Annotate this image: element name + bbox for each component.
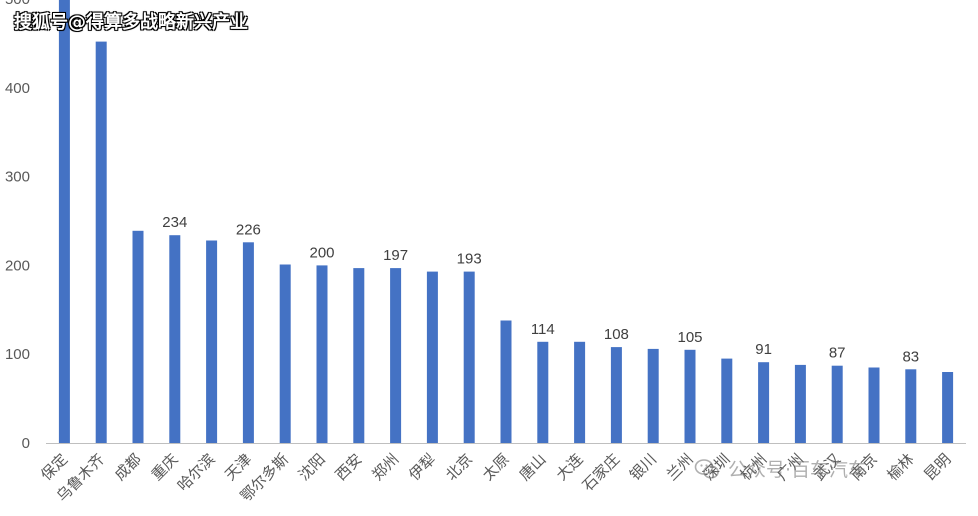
bar <box>426 271 438 443</box>
bar <box>132 230 144 443</box>
y-tick-label: 400 <box>5 80 30 97</box>
bar <box>95 41 107 443</box>
data-label: 105 <box>677 329 702 346</box>
x-tick-label: 武汉 <box>810 450 844 484</box>
x-tick-label: 榆林 <box>884 450 918 484</box>
bars <box>58 0 954 443</box>
x-tick-label: 唐山 <box>516 450 550 484</box>
bar <box>868 367 880 443</box>
x-tick-label: 石家庄 <box>579 450 624 495</box>
y-tick-label: 500 <box>5 0 30 8</box>
x-tick-label: 昆明 <box>920 450 954 484</box>
x-tick-label: 西安 <box>332 450 366 484</box>
bar <box>463 271 475 443</box>
watermark-top: 搜狐号@得算多战略新兴产业 <box>14 12 248 33</box>
y-tick-label: 200 <box>5 257 30 274</box>
bar <box>316 265 328 443</box>
x-tick-label: 成都 <box>111 450 145 484</box>
bar <box>794 364 806 443</box>
x-tick-label: 杭州 <box>736 450 770 484</box>
bar <box>279 264 291 443</box>
y-axis-ticks: 0 100 200 300 400 500 <box>5 0 30 452</box>
bar <box>169 235 181 443</box>
data-label: 83 <box>902 348 919 365</box>
x-tick-label: 伊犁 <box>405 450 439 484</box>
bar <box>831 365 843 443</box>
bar <box>942 372 954 443</box>
data-label: 200 <box>309 244 334 261</box>
data-label: 87 <box>829 345 846 362</box>
x-tick-label: 南京 <box>847 450 881 484</box>
x-tick-label: 北京 <box>442 450 476 484</box>
bar <box>206 240 218 443</box>
data-label: 108 <box>604 326 629 343</box>
x-tick-label: 银川 <box>626 450 660 484</box>
data-label: 234 <box>162 214 187 231</box>
x-tick-label: 太原 <box>479 450 513 484</box>
bar <box>905 369 917 443</box>
x-tick-label: 广州 <box>773 450 807 484</box>
bar <box>58 0 70 443</box>
bar <box>390 268 402 443</box>
data-label: 193 <box>457 251 482 268</box>
y-tick-label: 100 <box>5 346 30 363</box>
x-tick-label: 郑州 <box>368 450 402 484</box>
bar <box>574 341 586 443</box>
x-tick-label: 哈尔滨 <box>174 450 219 495</box>
y-tick-label: 0 <box>22 435 30 452</box>
y-tick-label: 300 <box>5 169 30 186</box>
bar <box>721 358 733 443</box>
bar <box>647 348 659 443</box>
data-label: 114 <box>531 321 555 338</box>
bar <box>758 362 770 443</box>
x-tick-label: 沈阳 <box>295 450 329 484</box>
bar <box>242 242 254 443</box>
data-label: 226 <box>236 221 261 238</box>
data-label: 91 <box>755 341 772 358</box>
bar <box>500 320 512 443</box>
bar <box>353 268 365 443</box>
bar <box>684 349 696 443</box>
data-label: 197 <box>383 247 408 264</box>
x-tick-label: 兰州 <box>663 450 697 484</box>
bar <box>537 341 549 443</box>
x-tick-label: 深圳 <box>700 450 734 484</box>
data-labels: 234 226 200 197 193 114 108 105 91 87 83 <box>162 214 919 365</box>
bar <box>610 347 622 443</box>
